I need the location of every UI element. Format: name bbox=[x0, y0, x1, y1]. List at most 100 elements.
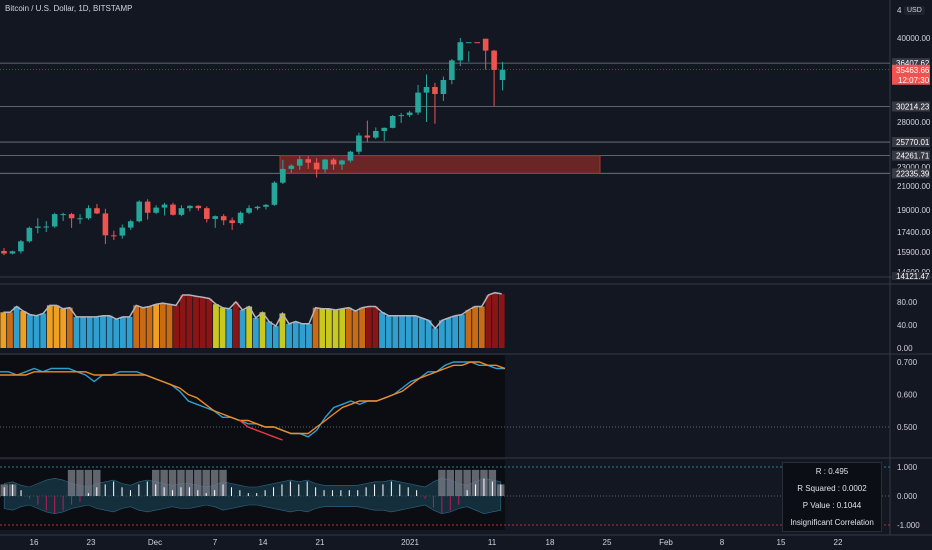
price-tick-label: 28000.00 bbox=[897, 118, 931, 127]
candle-body bbox=[102, 213, 109, 236]
osc1-bar bbox=[173, 305, 180, 348]
level-label-box bbox=[892, 168, 930, 179]
osc1-bar bbox=[306, 323, 312, 348]
osc1-bar bbox=[399, 315, 405, 348]
osc3-gray-column bbox=[84, 469, 93, 496]
time-tick-label: 11 bbox=[488, 538, 497, 547]
osc1-bar bbox=[153, 304, 160, 348]
level-label-box bbox=[892, 58, 930, 69]
osc1-bar bbox=[159, 303, 166, 348]
candle-body bbox=[229, 220, 235, 224]
osc3-gray-column bbox=[446, 469, 454, 496]
osc2-tick-label: 0.600 bbox=[897, 391, 918, 400]
level-label-box bbox=[892, 150, 930, 161]
osc1-bar bbox=[332, 309, 339, 348]
candle-body bbox=[1, 250, 7, 254]
time-tick-label: 2021 bbox=[401, 538, 419, 547]
candle-body bbox=[347, 151, 354, 161]
price-tick-label: 19000.00 bbox=[897, 206, 931, 215]
osc1-bar bbox=[405, 315, 412, 348]
bottom-level-label: 14121.47 bbox=[896, 272, 930, 281]
candle-body bbox=[43, 226, 50, 228]
countdown-label: 12:07:30 bbox=[898, 76, 930, 85]
osc3-gray-column bbox=[455, 469, 463, 496]
level-label: 22335.39 bbox=[896, 169, 930, 178]
price-tick-label: 40000.00 bbox=[897, 34, 931, 43]
osc1-bar bbox=[279, 313, 286, 348]
candle-body bbox=[204, 208, 210, 219]
osc3-gray-column bbox=[168, 469, 177, 496]
time-tick-label: 15 bbox=[777, 538, 786, 547]
candle-body bbox=[51, 214, 58, 227]
osc3-gray-column bbox=[67, 469, 76, 496]
osc1-tick-label: 0.00 bbox=[897, 344, 913, 353]
osc1-bar bbox=[219, 307, 226, 348]
time-tick-label: 14 bbox=[259, 538, 268, 547]
osc1-bar bbox=[259, 312, 266, 348]
osc1-bar bbox=[345, 307, 352, 348]
time-tick-label: Dec bbox=[148, 538, 162, 547]
time-tick-label: 7 bbox=[213, 538, 218, 547]
osc1-bar bbox=[286, 323, 292, 348]
osc1-bar bbox=[379, 312, 385, 348]
osc1-tick-label: 40.00 bbox=[897, 321, 918, 330]
osc1-bar bbox=[478, 306, 485, 348]
osc1-bar bbox=[425, 320, 432, 348]
candle-body bbox=[398, 115, 404, 117]
level-label: 30214.23 bbox=[896, 103, 930, 112]
time-tick-label: 8 bbox=[720, 538, 725, 547]
osc1-bar bbox=[339, 308, 346, 348]
osc1-bar bbox=[53, 305, 60, 348]
candle-body bbox=[296, 159, 303, 166]
osc1-bar bbox=[319, 308, 326, 348]
candle-body bbox=[499, 69, 506, 80]
osc1-bar bbox=[458, 314, 465, 348]
candle-body bbox=[18, 241, 24, 252]
candle-body bbox=[356, 135, 362, 152]
currency-button[interactable]: USD bbox=[904, 6, 925, 15]
candle-body bbox=[465, 42, 472, 44]
osc3-gray-column bbox=[438, 469, 446, 496]
osc1-bar bbox=[452, 315, 459, 348]
osc3-gray-column bbox=[93, 469, 101, 496]
osc1-bar bbox=[40, 313, 47, 348]
osc2-tick-label: 0.700 bbox=[897, 358, 918, 367]
price-tick-label: 17400.00 bbox=[897, 228, 931, 237]
osc1-bar bbox=[186, 295, 193, 348]
candle-body bbox=[220, 216, 227, 221]
osc1-bar bbox=[272, 326, 279, 348]
candle-body bbox=[271, 182, 278, 205]
osc3-gray-column bbox=[194, 469, 202, 496]
osc1-bar bbox=[359, 307, 366, 348]
candle-body bbox=[406, 112, 413, 116]
osc1-bar bbox=[472, 306, 479, 348]
candle-body bbox=[364, 135, 371, 138]
osc1-bar bbox=[432, 328, 439, 348]
candle-body bbox=[389, 115, 396, 128]
time-tick-label: 25 bbox=[603, 538, 612, 547]
candle-body bbox=[187, 205, 193, 209]
candle-body bbox=[449, 60, 455, 80]
osc1-bar bbox=[412, 315, 419, 348]
osc1-bar bbox=[93, 316, 100, 348]
candle-body bbox=[212, 216, 219, 219]
osc1-bar bbox=[193, 296, 199, 348]
osc1-bar bbox=[113, 319, 120, 348]
osc1-bar bbox=[352, 311, 359, 348]
osc1-bar bbox=[365, 306, 372, 348]
candle-body bbox=[153, 207, 159, 213]
candle-body bbox=[9, 251, 16, 254]
osc1-bar bbox=[292, 321, 299, 348]
osc1-bar bbox=[438, 320, 445, 348]
osc1-bar bbox=[206, 298, 213, 348]
candle-body bbox=[144, 201, 151, 213]
candle-body bbox=[254, 206, 261, 209]
osc2-series-line bbox=[0, 361, 506, 435]
candle-body bbox=[305, 159, 311, 163]
candle-body bbox=[288, 165, 295, 169]
time-tick-label: Feb bbox=[659, 538, 673, 547]
osc3-tick-label: 0.000 bbox=[897, 492, 918, 501]
time-tick-label: 18 bbox=[546, 538, 555, 547]
osc1-bar bbox=[66, 307, 73, 348]
osc1-bar bbox=[385, 315, 392, 348]
